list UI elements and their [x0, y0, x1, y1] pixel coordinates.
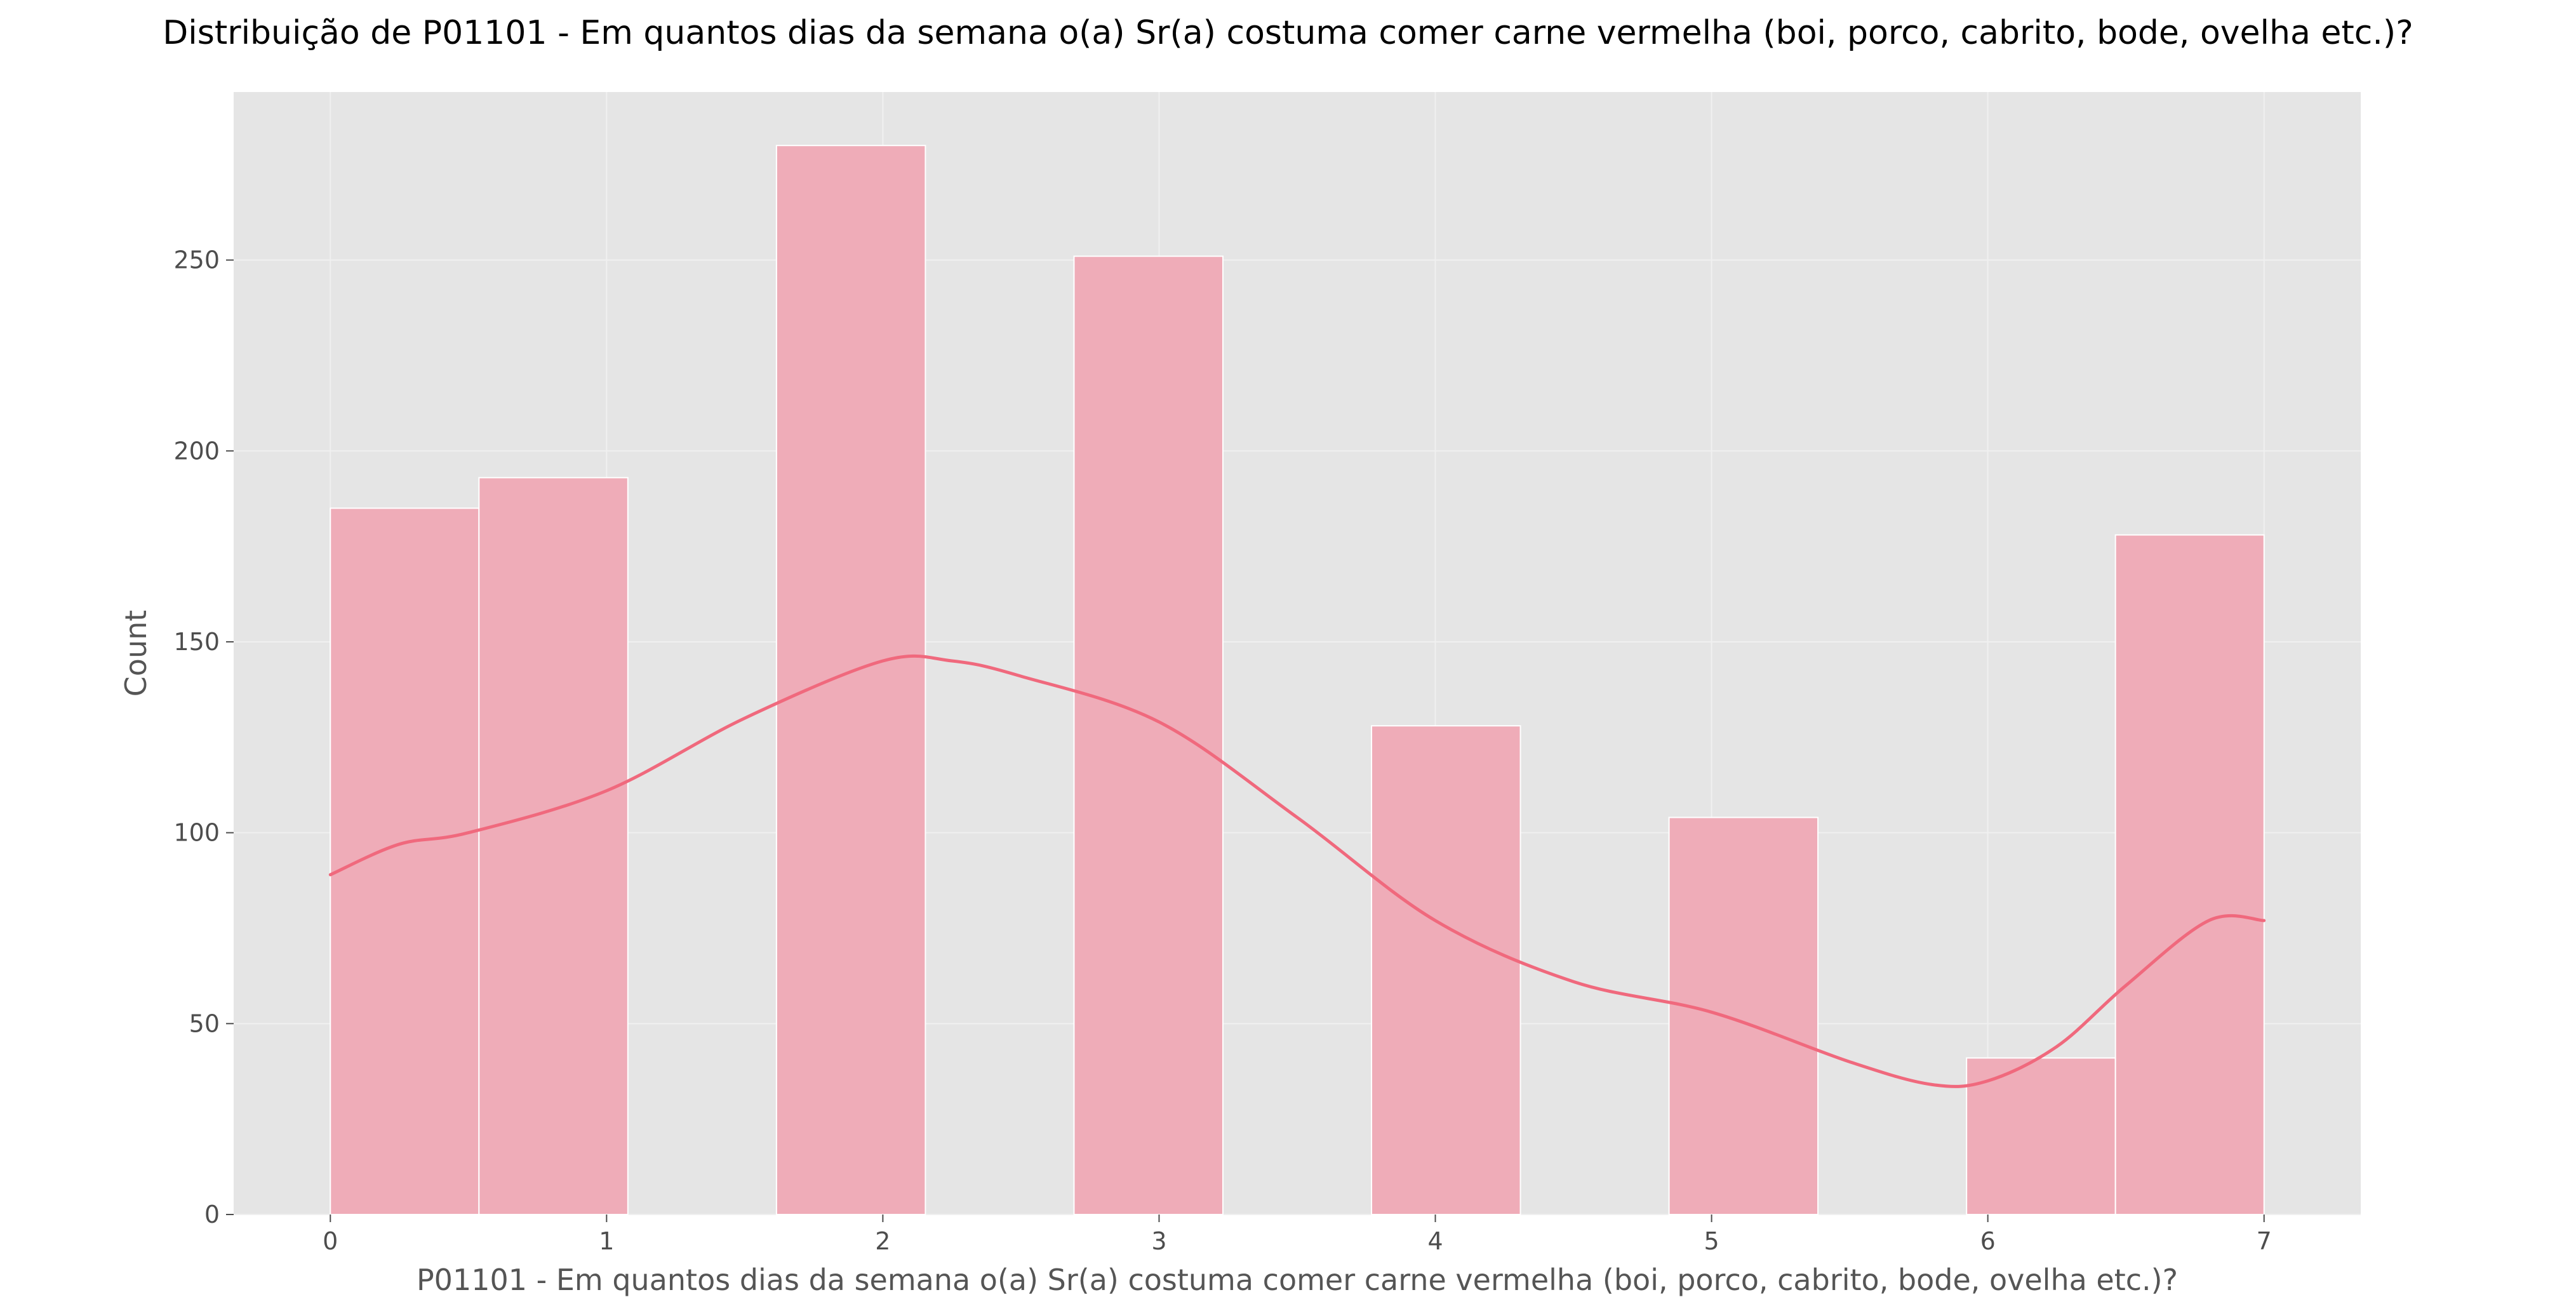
histogram-bar: [330, 507, 480, 1215]
x-tick-label: 4: [1427, 1227, 1443, 1255]
histogram-bar: [1966, 1057, 2116, 1215]
x-axis-label: P01101 - Em quantos dias da semana o(a) …: [417, 1263, 2178, 1297]
histogram-bar: [1668, 816, 1819, 1216]
x-tick-label: 7: [2257, 1227, 2272, 1255]
y-tick-label: 50: [189, 1009, 220, 1037]
x-tick-label: 1: [599, 1227, 614, 1255]
x-tick-label: 5: [1704, 1227, 1719, 1255]
x-tick-label: 0: [323, 1227, 338, 1255]
y-tick-label: 200: [173, 437, 220, 465]
histogram-bar: [775, 145, 926, 1216]
histogram-bar: [1371, 725, 1521, 1216]
y-tick-label: 100: [173, 819, 220, 847]
histogram-bar: [2114, 534, 2265, 1215]
histogram-bar: [1073, 255, 1224, 1215]
x-tick-label: 2: [875, 1227, 890, 1255]
axis-ticks: 0 1 2 3 4 5 6 7 0 50 100 150 200 250: [173, 246, 2271, 1255]
kde-curve: [328, 654, 2266, 1088]
x-tick-label: 6: [1980, 1227, 1996, 1255]
histogram-bar: [478, 477, 629, 1215]
chart-title: Distribuição de P01101 - Em quantos dias…: [163, 14, 2413, 52]
histogram-bars: [330, 145, 2265, 1216]
x-tick-label: 3: [1151, 1227, 1166, 1255]
y-tick-label: 150: [173, 628, 220, 656]
y-axis-label: Count: [119, 610, 153, 697]
y-tick-label: 0: [204, 1201, 220, 1228]
y-tick-label: 250: [173, 246, 220, 274]
